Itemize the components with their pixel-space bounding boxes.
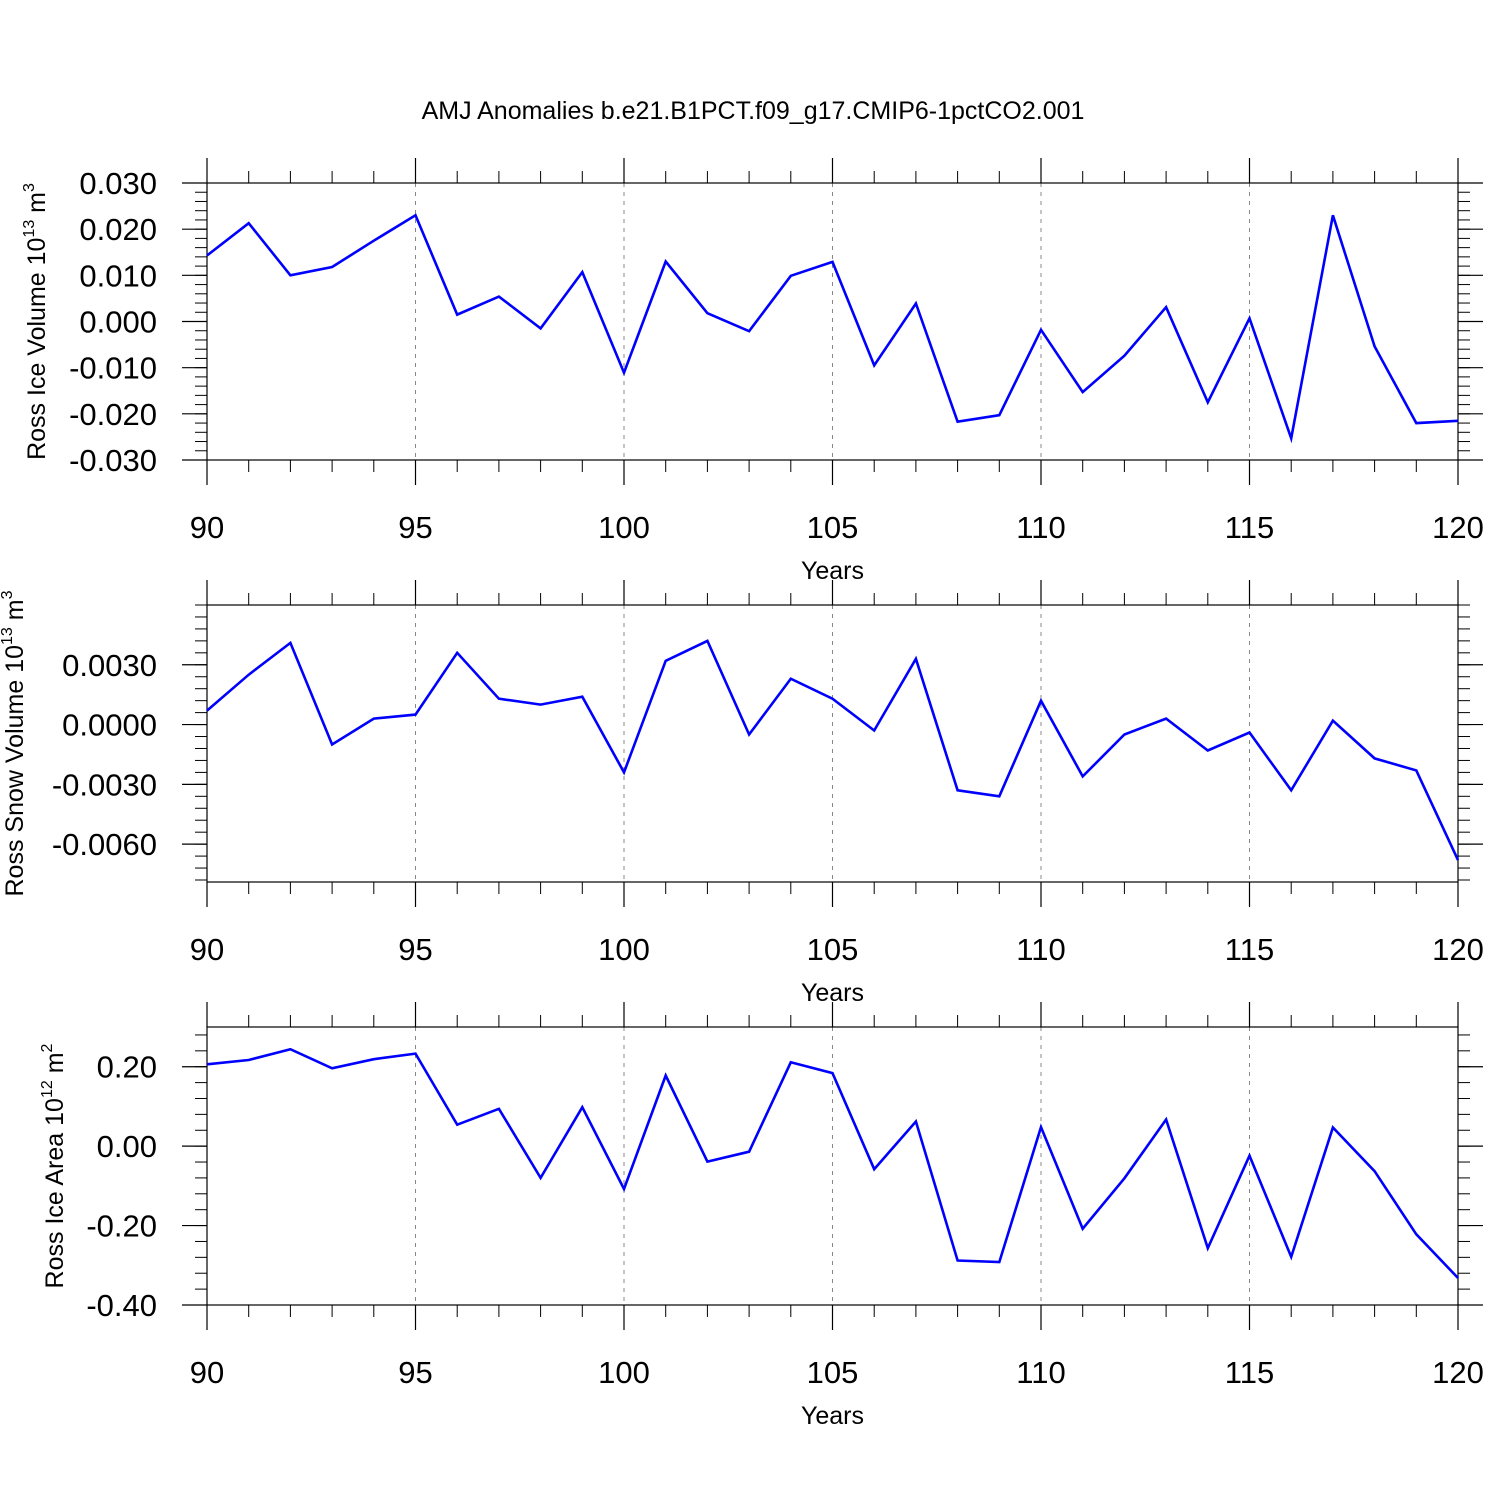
y-axis-label: Ross Ice Volume 1013 m3 bbox=[21, 183, 51, 460]
figure-title: AMJ Anomalies b.e21.B1PCT.f09_g17.CMIP6-… bbox=[422, 97, 1085, 125]
y-tick-label: 0.000 bbox=[79, 305, 157, 340]
x-tick-label: 105 bbox=[807, 932, 859, 967]
y-axis-label-text: m bbox=[23, 192, 51, 220]
x-tick-label: 115 bbox=[1225, 510, 1274, 545]
y-tick-label: 0.030 bbox=[79, 166, 157, 201]
x-axis-label: Years bbox=[801, 1402, 864, 1430]
x-tick-label: 100 bbox=[598, 932, 650, 967]
y-tick-label: -0.0060 bbox=[52, 827, 157, 862]
x-tick-label: 110 bbox=[1016, 932, 1065, 967]
y-axis-label-text: Ross Snow Volume 10 bbox=[1, 645, 29, 897]
x-tick-label: 115 bbox=[1225, 1355, 1274, 1390]
y-tick-label: -0.20 bbox=[86, 1209, 157, 1244]
x-tick-label: 120 bbox=[1432, 510, 1484, 545]
y-axis-label-superscript: 12 bbox=[39, 1080, 56, 1098]
chart-panel-2: 90 95 100 105 110 115 120Years-0.0060-0.00300.… bbox=[0, 580, 1484, 1007]
y-axis-label-text: m bbox=[1, 599, 29, 627]
y-axis-label-text: m bbox=[41, 1052, 69, 1080]
x-tick-label: 105 bbox=[807, 510, 859, 545]
x-tick-label: 95 bbox=[398, 932, 432, 967]
x-tick-label: 95 bbox=[398, 1355, 432, 1390]
panels: 90 95 100 105 110 115 120 Years -0.030 -0.020 -0.0… bbox=[0, 158, 1484, 1430]
x-tick-label: 105 bbox=[807, 1355, 859, 1390]
y-tick-label: 0.20 bbox=[97, 1050, 157, 1085]
y-axis-label-superscript: 3 bbox=[0, 590, 16, 599]
chart-panel-1: 90 95 100 105 110 115 120Years-0.030-0.020-0.0… bbox=[21, 158, 1484, 585]
y-axis-label-superscript: 2 bbox=[39, 1043, 56, 1052]
y-tick-label: -0.030 bbox=[69, 443, 157, 478]
y-axis-label: Ross Ice Area 1012 m2 bbox=[39, 1043, 69, 1288]
y-axis-label-superscript: 13 bbox=[21, 220, 38, 238]
y-axis-label-text: Ross Ice Area 10 bbox=[41, 1098, 69, 1288]
y-axis-label-superscript: 3 bbox=[21, 183, 38, 192]
y-tick-label: 0.010 bbox=[79, 258, 157, 293]
y-tick-label: 0.0000 bbox=[62, 708, 157, 743]
x-tick-label: 100 bbox=[598, 1355, 650, 1390]
y-axis-label-text: Ross Ice Volume 10 bbox=[23, 238, 51, 460]
y-axis-label-superscript: 13 bbox=[0, 627, 16, 645]
x-tick-label: 90 bbox=[190, 510, 224, 545]
y-tick-label: 0.020 bbox=[79, 212, 157, 247]
y-tick-label: -0.010 bbox=[69, 351, 157, 386]
series-line-1 bbox=[206, 1047, 1459, 1279]
x-tick-label: 120 bbox=[1432, 1355, 1484, 1390]
series-line-1 bbox=[206, 639, 1460, 861]
y-tick-label: 0.00 bbox=[97, 1129, 157, 1164]
y-axis-label: Ross Snow Volume 1013 m3 bbox=[0, 590, 29, 896]
y-tick-label: -0.40 bbox=[86, 1288, 157, 1323]
y-tick-label: 0.0030 bbox=[62, 648, 157, 683]
x-tick-label: 90 bbox=[190, 1355, 224, 1390]
x-tick-label: 95 bbox=[398, 510, 432, 545]
chart-panel-3: 90 95 100 105 110 115 120 Years -0.40 -0.20 0.00 0.… bbox=[39, 1002, 1484, 1430]
y-tick-label: -0.0030 bbox=[52, 767, 157, 802]
x-tick-label: 110 bbox=[1016, 510, 1065, 545]
x-tick-label: 120 bbox=[1432, 932, 1484, 967]
series-line-1 bbox=[206, 213, 1459, 444]
x-tick-label: 90 bbox=[190, 932, 224, 967]
x-tick-label: 100 bbox=[598, 510, 650, 545]
x-tick-label: 115 bbox=[1225, 932, 1274, 967]
x-tick-label: 110 bbox=[1016, 1355, 1065, 1390]
y-tick-label: -0.020 bbox=[69, 397, 157, 432]
